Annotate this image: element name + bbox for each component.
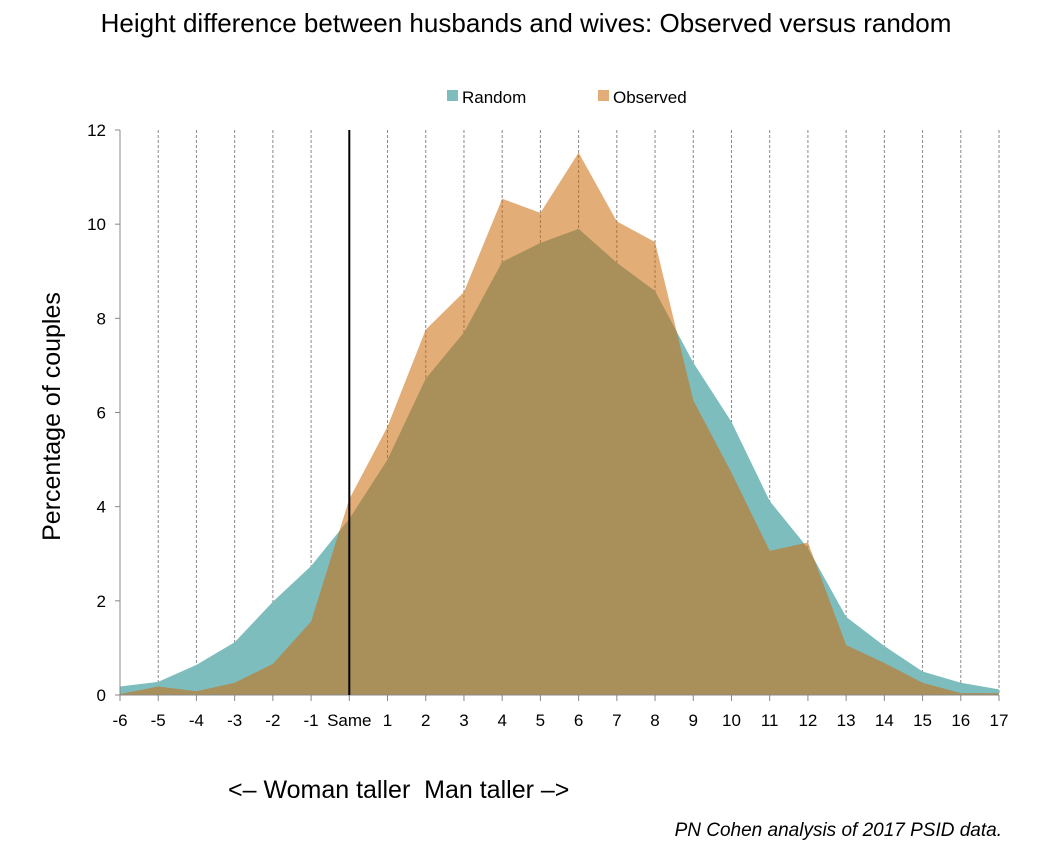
x-tick-label: 1 <box>383 711 392 730</box>
x-tick-label: -1 <box>304 711 319 730</box>
legend-label-observed: Observed <box>613 88 687 107</box>
area-observed <box>120 152 999 696</box>
x-tick-label: Same <box>327 711 371 730</box>
x-tick-label: -2 <box>265 711 280 730</box>
x-tick-label: -5 <box>151 711 166 730</box>
x-tick-label: 15 <box>913 711 932 730</box>
x-tick-label: 8 <box>650 711 659 730</box>
x-tick-label: 6 <box>574 711 583 730</box>
x-tick-label: 2 <box>421 711 430 730</box>
x-tick-label: -6 <box>112 711 127 730</box>
x-tick-label: 14 <box>875 711 894 730</box>
x-tick-label: 17 <box>990 711 1009 730</box>
y-tick-label: 0 <box>97 686 106 705</box>
y-tick-label: 12 <box>87 121 106 140</box>
x-tick-label: 11 <box>761 711 779 730</box>
legend-label-random: Random <box>462 88 526 107</box>
x-tick-label: 10 <box>722 711 741 730</box>
x-tick-label: 3 <box>459 711 468 730</box>
y-tick-label: 4 <box>97 498 106 517</box>
chart-title: Height difference between husbands and w… <box>100 8 952 38</box>
x-axis-label: <– Woman taller Man taller –> <box>228 776 570 804</box>
y-tick-label: 8 <box>97 309 106 328</box>
y-axis-label: Percentage of couples <box>38 292 66 541</box>
x-tick-label: 16 <box>951 711 970 730</box>
x-tick-label: 7 <box>612 711 621 730</box>
x-tick-label: -3 <box>227 711 242 730</box>
x-tick-label: -4 <box>189 711 204 730</box>
legend-swatch-observed <box>598 90 609 101</box>
x-tick-label: 4 <box>497 711 506 730</box>
x-tick-label: 5 <box>536 711 545 730</box>
x-tick-label: 12 <box>798 711 817 730</box>
source-note: PN Cohen analysis of 2017 PSID data. <box>674 820 1002 841</box>
legend-swatch-random <box>447 90 458 101</box>
x-tick-label: 13 <box>837 711 856 730</box>
x-tick-label: 9 <box>689 711 698 730</box>
y-tick-label: 2 <box>97 592 106 611</box>
y-tick-label: 6 <box>97 404 106 423</box>
y-tick-label: 10 <box>87 215 106 234</box>
